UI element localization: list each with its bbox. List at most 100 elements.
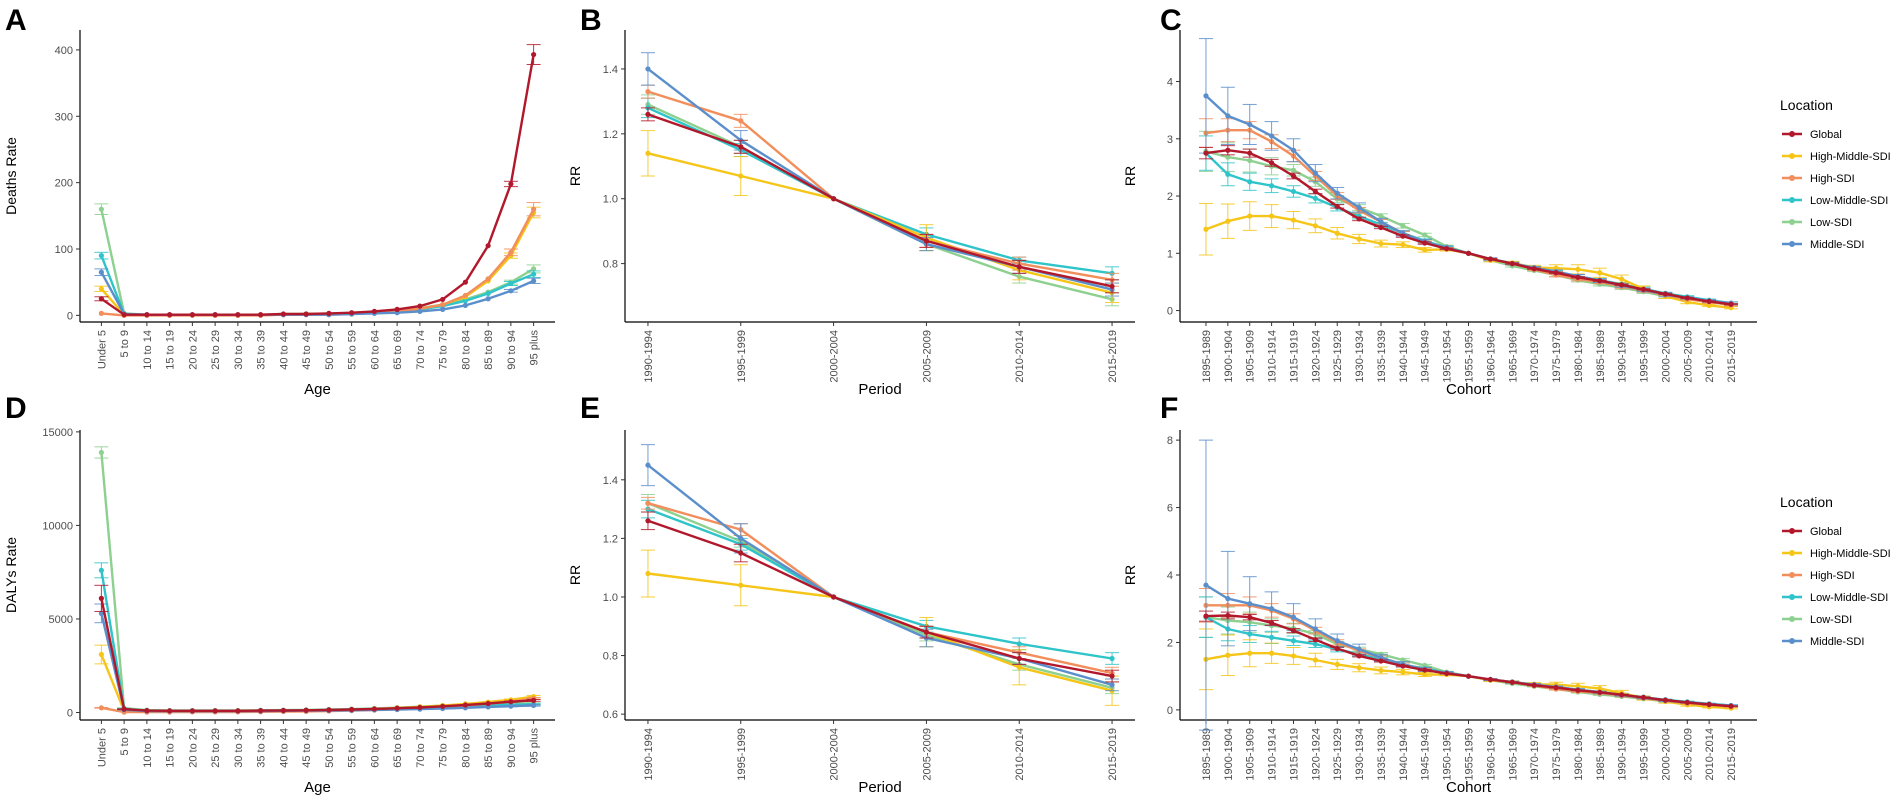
- x-tick-label: Under 5: [96, 330, 108, 369]
- x-tick-label: 1985-1989: [1595, 728, 1607, 781]
- data-point: [417, 308, 423, 314]
- legend-marker: [1789, 131, 1795, 137]
- data-point: [98, 253, 104, 259]
- x-tick-label: 1940-1944: [1398, 330, 1410, 383]
- data-point: [1531, 682, 1537, 688]
- y-tick-label: 300: [55, 111, 73, 123]
- x-tick-label: 1975-1979: [1551, 330, 1563, 383]
- x-tick-label: 15 to 19: [165, 728, 177, 768]
- data-point: [1640, 694, 1647, 701]
- x-tick-label: 1905-1909: [1245, 330, 1257, 383]
- y-tick-label: 1: [1167, 248, 1173, 260]
- x-tick-label: 85 to 89: [483, 728, 495, 768]
- legend-marker: [1789, 241, 1795, 247]
- data-point: [1312, 637, 1318, 643]
- data-point: [531, 278, 537, 284]
- data-point: [485, 290, 491, 297]
- x-tick-label: 90 to 94: [506, 728, 518, 768]
- legend-item-label: High-SDI: [1810, 173, 1855, 185]
- x-tick-label: 60 to 64: [369, 728, 381, 768]
- x-tick-label: 40 to 44: [278, 728, 290, 768]
- chart-panel-e: E 0.6 0.8 1.0 1.2 1.4 1990-1994 1995-1999 2000-2…: [567, 392, 1135, 796]
- x-tick-label: 80 to 84: [460, 728, 472, 768]
- data-point: [485, 296, 491, 302]
- data-point: [485, 276, 491, 282]
- legend-item-label: High-Middle-SDI: [1810, 151, 1891, 163]
- x-tick-label: 55 to 59: [347, 728, 359, 768]
- data-point: [1334, 190, 1340, 196]
- legend-item-label: High-Middle-SDI: [1810, 548, 1891, 560]
- y-tick-label: 0: [1167, 705, 1173, 717]
- series-global: [640, 107, 1120, 294]
- data-point: [1268, 133, 1275, 139]
- data-point: [1312, 626, 1318, 632]
- x-axis-title: Cohort: [1446, 779, 1492, 796]
- data-point: [462, 298, 468, 304]
- data-point: [1706, 298, 1712, 304]
- x-tick-label: 1910-1914: [1267, 330, 1279, 383]
- x-tick-label: 2015-2019: [1107, 330, 1119, 383]
- data-point: [1334, 645, 1340, 652]
- data-point: [349, 310, 355, 316]
- x-tick-label: 1900-1904: [1223, 728, 1235, 781]
- x-tick-label: 10 to 14: [142, 728, 154, 768]
- legend-marker: [1789, 594, 1795, 600]
- data-point: [349, 706, 355, 713]
- legend-marker: [1789, 219, 1795, 225]
- data-point: [1728, 703, 1734, 709]
- data-point: [1109, 283, 1115, 289]
- data-point: [1290, 188, 1297, 195]
- data-point: [1334, 230, 1340, 236]
- data-point: [531, 51, 537, 58]
- data-point: [98, 449, 104, 456]
- x-tick-label: Under 5: [96, 728, 108, 767]
- data-point: [258, 312, 264, 318]
- data-point: [1487, 676, 1493, 683]
- chart-panel-a: A 0 100 200 300 400 Under 5 5 to 9 10 to 14 15 to…: [3, 4, 555, 398]
- series-low-sdi: [94, 203, 541, 318]
- x-tick-label: 1965-1969: [1507, 728, 1519, 781]
- x-tick-label: 25 to 29: [210, 330, 222, 370]
- data-point: [1378, 240, 1384, 247]
- data-point: [1509, 261, 1515, 267]
- data-point: [326, 310, 332, 316]
- legend-item-label: Low-SDI: [1810, 614, 1852, 626]
- data-point: [1225, 154, 1231, 160]
- data-point: [1225, 147, 1231, 153]
- x-tick-label: 1900-1904: [1223, 330, 1235, 383]
- data-point: [121, 706, 127, 712]
- panel-label: B: [580, 4, 602, 37]
- series-line: [647, 502, 1113, 689]
- panel-label: C: [1160, 4, 1182, 37]
- data-point: [738, 144, 744, 150]
- y-tick-label: 0: [67, 708, 73, 720]
- legend-item-label: Low-Middle-SDI: [1810, 592, 1888, 604]
- data-point: [1465, 673, 1472, 679]
- x-tick-label: 1980-1984: [1573, 330, 1585, 383]
- data-point: [1225, 171, 1231, 177]
- data-point: [531, 697, 537, 703]
- series-middle-sdi: [640, 52, 1120, 297]
- x-axis-title: Age: [304, 381, 331, 398]
- data-point: [1378, 224, 1384, 231]
- data-point: [303, 707, 309, 713]
- y-tick-label: 1.4: [603, 64, 618, 76]
- x-tick-label: 1925-1929: [1332, 330, 1344, 383]
- y-tick-label: 1.2: [603, 129, 618, 141]
- x-tick-label: 1960-1964: [1485, 728, 1497, 781]
- data-point: [1225, 596, 1231, 602]
- series-line: [647, 106, 1113, 275]
- data-point: [1247, 213, 1253, 219]
- data-point: [1531, 266, 1537, 272]
- data-point: [98, 269, 104, 275]
- data-point: [1444, 670, 1450, 677]
- y-axis-title: RR: [1122, 565, 1138, 585]
- x-tick-label: 90 to 94: [506, 330, 518, 370]
- legend-marker: [1789, 550, 1795, 556]
- data-point: [462, 302, 468, 309]
- data-point: [1312, 223, 1318, 229]
- series-line: [647, 103, 1113, 301]
- x-tick-label: 55 to 59: [347, 330, 359, 370]
- data-point: [1662, 291, 1669, 297]
